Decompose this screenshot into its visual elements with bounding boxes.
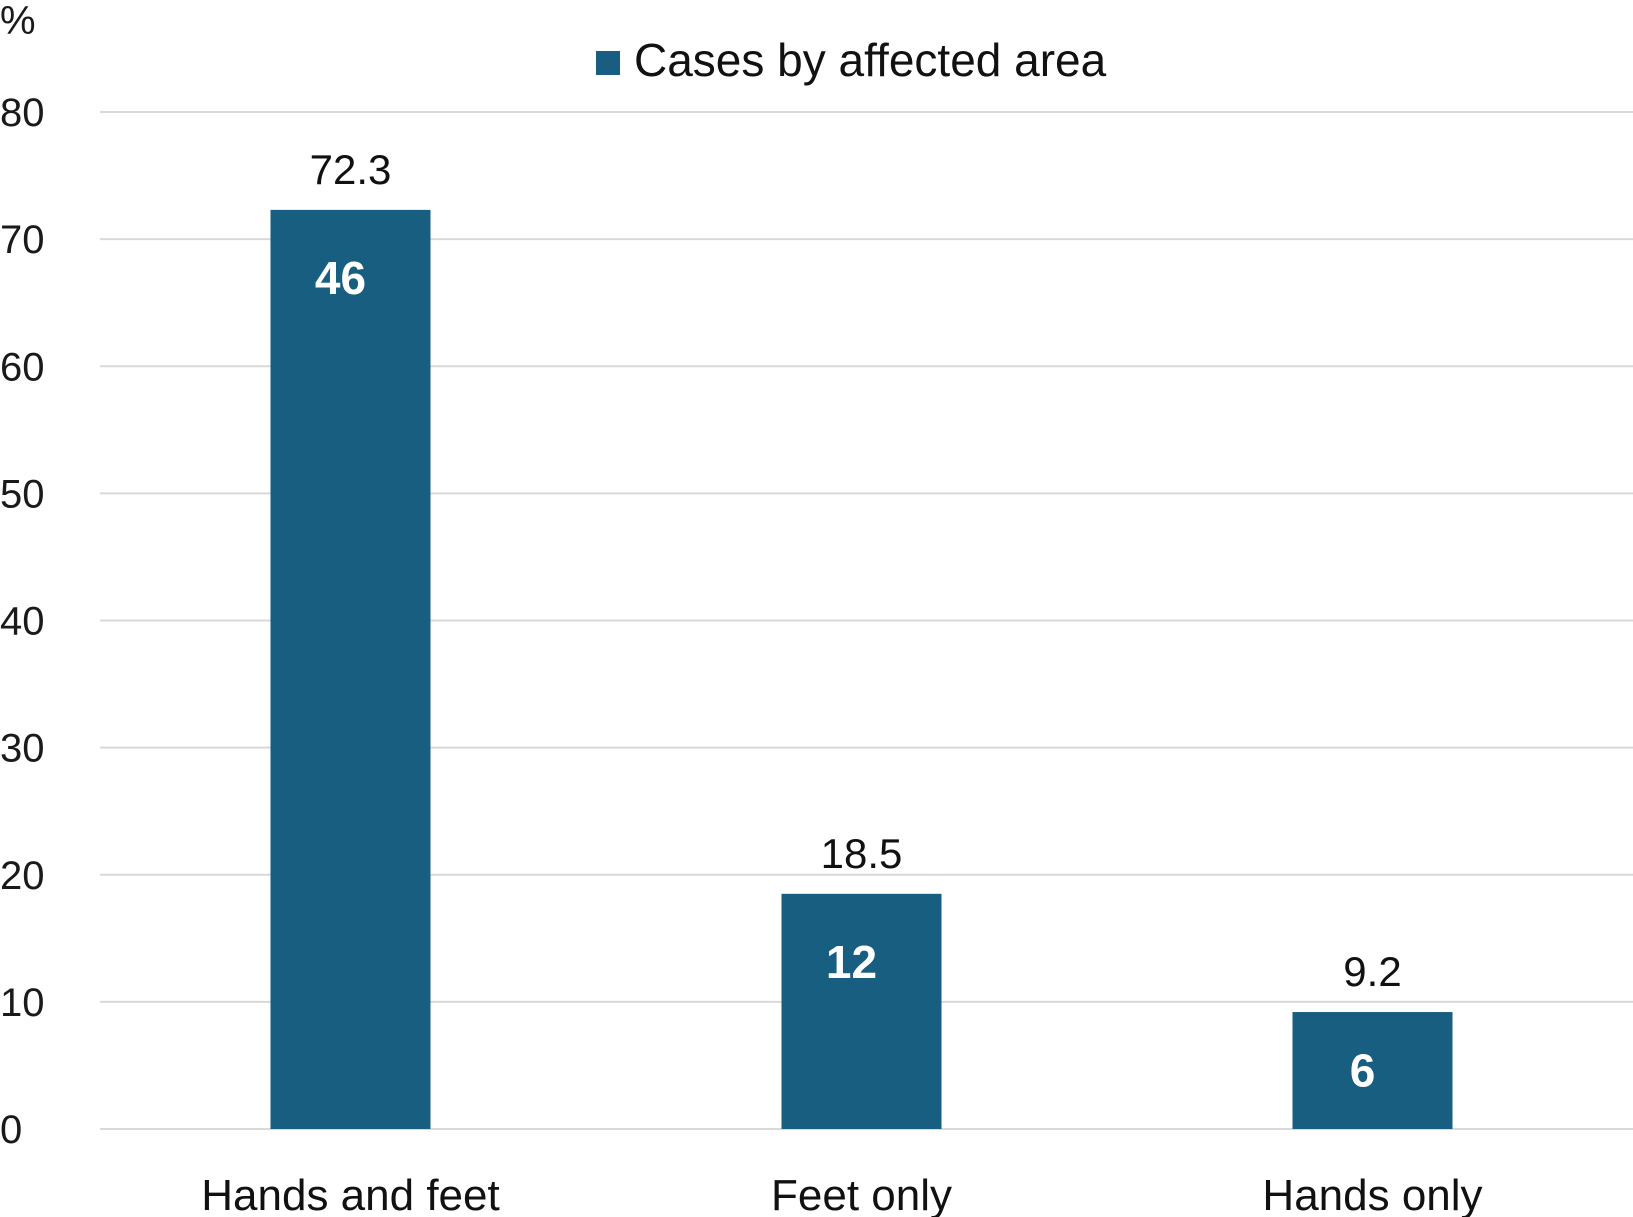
legend-swatch: [596, 51, 620, 75]
bar-0: [270, 209, 431, 1130]
bar-value-label-1: 18.5: [821, 830, 903, 877]
y-tick-label-70: 70: [0, 218, 45, 262]
bar-1: [781, 893, 942, 1129]
bar-2: [1292, 1012, 1453, 1129]
x-tick-label-0: Hands and feet: [201, 1171, 499, 1217]
y-axis-unit-label: %: [0, 0, 36, 43]
legend-label: Cases by affected area: [634, 34, 1107, 86]
bar-count-label-2: 6: [1350, 1045, 1376, 1097]
y-axis-ticks: 0 10 20 30 40 50 60 70 80: [0, 91, 45, 1152]
bar-value-label-2: 9.2: [1343, 948, 1401, 995]
bar-count-label-1: 12: [826, 936, 877, 988]
y-tick-label-40: 40: [0, 600, 45, 644]
y-tick-label-20: 20: [0, 854, 45, 898]
y-tick-label-0: 0: [0, 1108, 22, 1152]
y-tick-label-30: 30: [0, 727, 45, 771]
x-tick-label-2: Hands only: [1262, 1171, 1482, 1217]
legend: Cases by affected area: [596, 34, 1107, 86]
y-tick-label-80: 80: [0, 91, 45, 135]
y-tick-label-60: 60: [0, 345, 45, 389]
x-tick-label-1: Feet only: [771, 1171, 952, 1217]
bar-count-label-0: 46: [315, 252, 366, 304]
y-tick-label-50: 50: [0, 472, 45, 516]
bar-value-label-0: 72.3: [310, 146, 392, 193]
bars: 72.3 46 Hands and feet 18.5 12 Feet only 9.2 6 H…: [201, 146, 1482, 1217]
y-tick-label-10: 10: [0, 981, 45, 1025]
